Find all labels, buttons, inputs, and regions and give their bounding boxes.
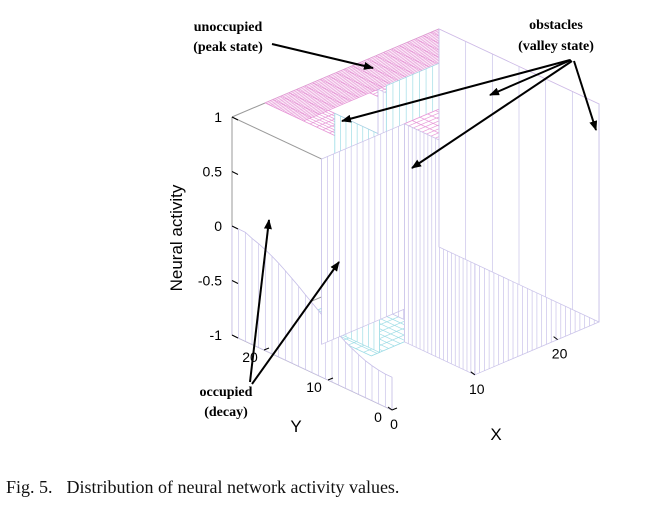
peak-plateau-back	[264, 28, 479, 122]
annotation-unoccupied-line1: unoccupied	[194, 20, 263, 35]
peak-plateau-back-gy	[277, 34, 452, 109]
occupied-decay-surface	[231, 225, 393, 411]
right-wall	[438, 28, 600, 323]
peak-plateau-back-gx	[399, 45, 439, 65]
annotation-unoccupied-line2: (peak state)	[193, 40, 263, 55]
z-tick-label: 0.5	[203, 164, 223, 180]
x-tick-mark	[553, 336, 558, 341]
arrow-obstacle-4	[573, 60, 598, 131]
x-axis-label: X	[490, 425, 501, 444]
z-tick-mark	[231, 280, 239, 284]
peak-plateau-back-gy	[268, 30, 443, 105]
peak-plateau-back-gx	[383, 52, 423, 71]
z-tick-mark	[231, 116, 239, 121]
x-tick-label: 20	[552, 346, 568, 362]
activity-surface	[231, 28, 600, 411]
y-tick-mark	[327, 377, 334, 381]
z-tick-mark	[231, 171, 239, 175]
annotation-occupied-line1: occupied	[200, 385, 253, 400]
x-tick-label: 0	[390, 416, 398, 432]
y-tick-mark	[263, 347, 270, 351]
z-tick-mark	[231, 225, 239, 230]
arrow-obstacle-2	[489, 59, 572, 96]
annotation-arrows	[249, 43, 598, 385]
arrow-occupied-1	[249, 219, 272, 383]
y-tick-label: 20	[242, 349, 258, 365]
annotation-obstacles: obstacles (valley state)	[518, 18, 594, 54]
y-tick-label: 0	[374, 409, 382, 425]
peak-plateau-left-gy	[303, 110, 329, 122]
z-tick-label: -1	[210, 327, 223, 343]
annotation-occupied-line2: (decay)	[204, 405, 248, 420]
z-tick-label: 0	[214, 218, 222, 234]
peak-plateau-back-gy	[270, 31, 445, 106]
peak-plateau-back-gy	[266, 29, 441, 105]
x-tick-mark	[470, 371, 476, 376]
peak-plateau-back-gy	[284, 37, 459, 113]
peak-plateau-back-gy	[271, 31, 447, 107]
arrow-obstacle-3	[411, 60, 573, 169]
annotation-occupied: occupied (decay)	[200, 385, 253, 420]
peak-plateau-back-gy	[264, 28, 440, 104]
peak-plateau-back-gy	[275, 33, 450, 109]
caption-label: Fig. 5.	[6, 477, 53, 497]
z-tick-label: -0.5	[198, 273, 222, 289]
front-left-wall	[321, 123, 405, 345]
z-axis-ticks: 1 0.5 0 -0.5 -1	[198, 109, 239, 343]
peak-plateau-back-gx	[375, 55, 415, 75]
z-tick-mark	[231, 334, 239, 339]
annotation-unoccupied: unoccupied (peak state)	[193, 20, 263, 55]
peak-plateau-back-gy	[278, 35, 454, 110]
arrow-obstacle-1	[341, 59, 571, 123]
x-tick-label: 10	[469, 381, 485, 397]
annotation-obstacles-line2: (valley state)	[518, 39, 594, 54]
y-tick-mark	[391, 407, 398, 411]
x-tick-mark	[387, 406, 393, 411]
annotation-obstacles-line1: obstacles	[529, 18, 583, 33]
peak-plateau-back-gy	[273, 32, 448, 108]
y-tick-label: 10	[306, 379, 322, 395]
arrow-occupied-2	[251, 261, 340, 385]
z-axis-label: Neural activity	[167, 184, 186, 291]
peak-plateau-back-gy	[282, 36, 457, 112]
peak-plateau-back-gx	[391, 48, 431, 68]
arrow-unoccupied	[271, 43, 374, 70]
peak-plateau-back-gy	[280, 36, 455, 111]
z-tick-label: 1	[214, 109, 222, 125]
peak-plateau-left-gy	[309, 113, 335, 125]
peak-plateau-back-gx	[367, 58, 407, 78]
occupied-decay-edge	[231, 225, 393, 378]
figure-caption: Fig. 5. Distribution of neural network ac…	[6, 477, 656, 498]
x-axis-ticks: 0 10 20	[387, 336, 568, 432]
caption-text: Distribution of neural network activity …	[66, 477, 400, 497]
y-axis-label: Y	[290, 417, 301, 436]
